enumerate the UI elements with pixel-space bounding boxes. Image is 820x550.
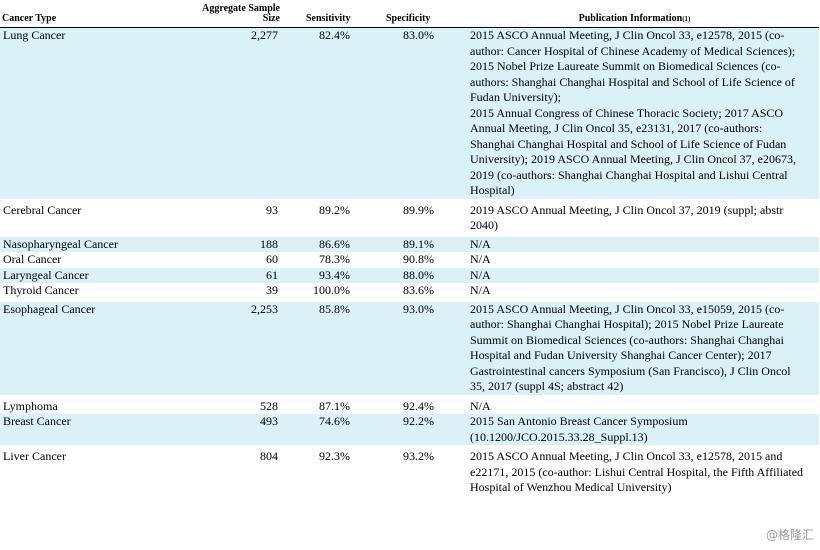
sensitivity-cell: 74.6% <box>284 414 366 445</box>
cancer-type-cell: Laryngeal Cancer <box>0 267 192 283</box>
specificity-cell: 89.9% <box>403 202 434 217</box>
table-row: Cerebral Cancer 93 89.2% 89.9% 2019 ASCO Ann… <box>0 203 819 234</box>
table-row: Laryngeal Cancer 61 93.4% 88.0% N/A <box>0 267 819 283</box>
sample-size-cell: 93 <box>266 202 278 217</box>
specificity-cell: 93.2% <box>403 449 434 463</box>
publication-cell: N/A <box>470 283 491 297</box>
table-header: Cancer Type Aggregate Sample Size Sensit… <box>0 0 819 28</box>
table-row: Esophageal Cancer 2,253 85.8% 93.0% 2015 ASC… <box>0 301 819 395</box>
specificity-cell: 92.2% <box>366 414 450 445</box>
table-row: Oral Cancer 60 78.3% 90.8% N/A <box>0 252 819 268</box>
table-row: Breast Cancer 493 74.6% 92.2% 2015 San Anton… <box>0 414 819 445</box>
publication-cell: N/A <box>470 252 491 266</box>
publication-cell: N/A <box>450 236 819 252</box>
publication-cell: N/A <box>470 398 491 413</box>
footnote-marker: (1) <box>682 15 691 23</box>
sample-size-cell: 188 <box>192 236 284 252</box>
specificity-cell: 90.8% <box>403 252 434 266</box>
sensitivity-cell: 89.2% <box>319 202 350 217</box>
sample-size-cell: 2,253 <box>192 301 284 395</box>
sample-size-cell: 528 <box>260 398 278 413</box>
specificity-cell: 88.0% <box>366 267 450 283</box>
header-publication: Publication Information(1) <box>450 0 819 28</box>
specificity-cell: 93.0% <box>366 301 450 395</box>
sensitivity-cell: 86.6% <box>284 236 366 252</box>
cancer-type-cell: Lung Cancer <box>0 27 192 199</box>
watermark: @格隆汇 <box>765 528 814 542</box>
cancer-type-cell: Cerebral Cancer <box>3 202 82 217</box>
sample-size-cell: 2,277 <box>192 27 284 199</box>
cancer-type-cell: Nasopharyngeal Cancer <box>0 236 192 252</box>
sensitivity-cell: 78.3% <box>319 252 350 266</box>
sensitivity-cell: 92.3% <box>319 449 350 463</box>
cancer-type-cell: Oral Cancer <box>3 252 62 266</box>
cancer-type-cell: Lymphoma <box>3 398 58 413</box>
cancer-type-cell: Liver Cancer <box>3 449 66 463</box>
cancer-detection-table: Cancer Type Aggregate Sample Size Sensit… <box>0 0 819 496</box>
header-publication-label: Publication Information <box>578 13 683 24</box>
sensitivity-cell: 93.4% <box>284 267 366 283</box>
cancer-type-cell: Thyroid Cancer <box>3 283 79 297</box>
publication-cell: 2015 ASCO Annual Meeting, J Clin Oncol 3… <box>450 301 819 395</box>
publication-cell: N/A <box>450 267 819 283</box>
table-row: Thyroid Cancer 39 100.0% 83.6% N/A <box>0 283 819 299</box>
specificity-cell: 89.1% <box>366 236 450 252</box>
specificity-cell: 92.4% <box>403 398 434 413</box>
publication-cell: 2019 ASCO Annual Meeting, J Clin Oncol 3… <box>470 202 784 233</box>
specificity-cell: 83.0% <box>366 27 450 199</box>
header-sensitivity: Sensitivity <box>284 0 366 28</box>
sensitivity-cell: 85.8% <box>284 301 366 395</box>
publication-cell: 2015 ASCO Annual Meeting, J Clin Oncol 3… <box>470 449 804 494</box>
cancer-type-cell: Esophageal Cancer <box>0 301 192 395</box>
table-row: Lung Cancer 2,277 82.4% 83.0% 2015 ASCO Annu… <box>0 27 819 199</box>
header-specificity: Specificity <box>366 0 450 28</box>
table-row: Liver Cancer 804 92.3% 93.2% 2015 ASCO Annua… <box>0 449 819 496</box>
publication-cell: 2015 ASCO Annual Meeting, J Clin Oncol 3… <box>450 27 819 199</box>
specificity-cell: 83.6% <box>403 283 434 297</box>
sample-size-cell: 804 <box>260 449 278 463</box>
sensitivity-cell: 100.0% <box>313 283 350 297</box>
sample-size-cell: 61 <box>192 267 284 283</box>
sample-size-cell: 60 <box>266 252 278 266</box>
table-row: Lymphoma 528 87.1% 92.4% N/A <box>0 399 819 415</box>
header-sample-size: Aggregate Sample Size <box>192 0 284 28</box>
header-cancer-type: Cancer Type <box>0 0 192 28</box>
publication-cell: 2015 San Antonio Breast Cancer Symposium… <box>450 414 819 445</box>
sensitivity-cell: 82.4% <box>284 27 366 199</box>
sample-size-cell: 493 <box>192 414 284 445</box>
sensitivity-cell: 87.1% <box>319 398 350 413</box>
table-row: Nasopharyngeal Cancer 188 86.6% 89.1% N/A <box>0 236 819 252</box>
table-body: Lung Cancer 2,277 82.4% 83.0% 2015 ASCO Annu… <box>0 27 819 496</box>
cancer-type-cell: Breast Cancer <box>0 414 192 445</box>
sample-size-cell: 39 <box>266 283 278 297</box>
